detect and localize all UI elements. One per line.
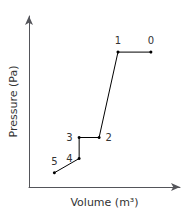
svg-text:Volume (m³): Volume (m³) [70,196,138,209]
svg-text:1: 1 [115,35,121,46]
svg-text:4: 4 [66,153,72,164]
svg-text:5: 5 [51,156,57,167]
svg-text:2: 2 [106,132,112,143]
svg-text:3: 3 [66,132,72,143]
svg-text:0: 0 [148,35,154,46]
svg-text:Pressure (Pa): Pressure (Pa) [7,66,20,138]
